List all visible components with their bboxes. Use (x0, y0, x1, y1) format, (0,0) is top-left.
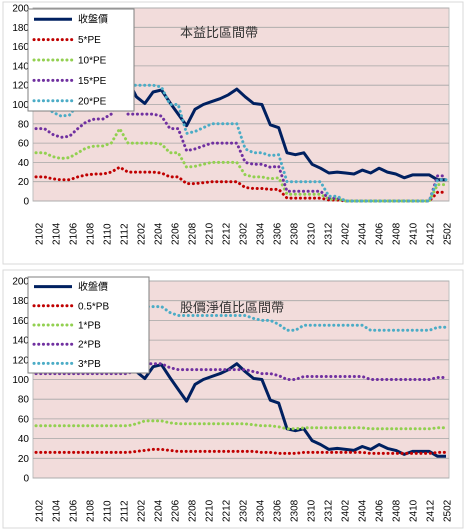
y-tick-label: 160 (12, 316, 29, 327)
y-tick-label: 200 (12, 277, 29, 288)
x-tick-label: 2106 (69, 222, 80, 245)
y-tick-label: 200 (12, 4, 29, 15)
legend-label: 收盤價 (78, 13, 108, 26)
x-tick-label: 2410 (409, 499, 420, 522)
x-tick-label: 2206 (171, 222, 182, 245)
chart-title: 股價淨值比區間帶 (180, 300, 284, 316)
x-tick-label: 2502 (443, 499, 454, 522)
x-tick-label: 2308 (290, 222, 301, 245)
x-tick-label: 2312 (324, 499, 335, 522)
legend-label: 0.5*PB (78, 301, 109, 312)
x-tick-label: 2306 (273, 499, 284, 522)
y-tick-label: 40 (18, 434, 30, 445)
x-tick-label: 2302 (239, 222, 250, 245)
y-tick-label: 100 (12, 100, 29, 111)
y-tick-label: 60 (18, 414, 30, 425)
x-tick-label: 2112 (120, 223, 131, 245)
chart-2: 0 20 40 60 80 100 120 140 160 180 200 2102 2104 2106 2… (2, 269, 464, 529)
x-tick-label: 2110 (103, 500, 114, 522)
series-line-2 (34, 127, 448, 203)
series-line-4 (34, 64, 448, 203)
series-line-1 (34, 165, 448, 203)
chart-title: 本益比區間帶 (180, 26, 258, 41)
legend: 收盤價 5*PE 10*PE 15*PE 20*PE (27, 8, 135, 112)
y-tick-label: 140 (12, 61, 29, 72)
series-line-3 (34, 93, 448, 203)
x-tick-label: 2404 (358, 499, 369, 522)
y-tick-label: 80 (18, 119, 30, 130)
x-tick-label: 2410 (409, 222, 420, 245)
y-tick-label: 120 (12, 81, 29, 92)
legend-label: 20*PE (78, 96, 107, 107)
x-tick-label: 2310 (307, 499, 318, 522)
x-tick-label: 2312 (324, 222, 335, 245)
y-tick-label: 40 (18, 158, 30, 169)
x-tick-label: 2210 (205, 499, 216, 522)
y-tick-label: 20 (18, 454, 30, 465)
x-tick-label: 2310 (307, 222, 318, 245)
x-tick-label: 2402 (341, 499, 352, 522)
x-tick-label: 2304 (256, 222, 267, 245)
y-tick-label: 180 (12, 23, 29, 34)
x-tick-label: 2108 (86, 222, 97, 245)
x-tick-label: 2412 (426, 499, 437, 522)
x-tick-label: 2102 (35, 222, 46, 245)
x-tick-label: 2112 (120, 500, 131, 522)
y-tick-label: 140 (12, 336, 29, 347)
legend-label: 收盤價 (78, 280, 108, 293)
x-tick-label: 2208 (188, 499, 199, 522)
x-tick-label: 2104 (52, 499, 63, 522)
x-tick-label: 2208 (188, 222, 199, 245)
x-tick-label: 2408 (392, 222, 403, 245)
legend-label: 2*PB (78, 340, 101, 351)
x-tick-label: 2108 (86, 499, 97, 522)
series-line-1 (34, 447, 448, 455)
y-tick-label: 180 (12, 296, 29, 307)
x-tick-label: 2404 (358, 222, 369, 245)
y-tick-label: 0 (23, 197, 29, 208)
legend-label: 5*PE (78, 35, 101, 46)
x-tick-label: 2308 (290, 499, 301, 522)
x-tick-label: 2306 (273, 222, 284, 245)
x-tick-label: 2304 (256, 499, 267, 522)
x-tick-label: 2402 (341, 222, 352, 245)
x-tick-label: 2204 (154, 222, 165, 245)
legend-box (27, 8, 135, 112)
x-tick-label: 2110 (103, 223, 114, 245)
x-tick-label: 2202 (137, 499, 148, 522)
x-tick-label: 2202 (137, 222, 148, 245)
x-tick-label: 2210 (205, 222, 216, 245)
x-tick-label: 2408 (392, 499, 403, 522)
x-tick-label: 2406 (375, 499, 386, 522)
series-line-2 (34, 419, 448, 431)
x-tick-label: 2212 (222, 499, 233, 522)
legend-label: 15*PE (78, 76, 107, 87)
y-tick-label: 120 (12, 355, 29, 366)
x-tick-label: 2102 (35, 499, 46, 522)
y-tick-label: 100 (12, 375, 29, 386)
x-tick-label: 2206 (171, 499, 182, 522)
series-line-4 (34, 305, 448, 332)
x-tick-label: 2212 (222, 222, 233, 245)
legend-label: 1*PB (78, 321, 101, 332)
y-tick-label: 0 (23, 474, 29, 485)
y-tick-label: 60 (18, 139, 30, 150)
legend-label: 3*PB (78, 359, 101, 370)
x-tick-label: 2104 (52, 222, 63, 245)
x-tick-label: 2502 (443, 222, 454, 245)
y-tick-label: 80 (18, 395, 30, 406)
x-tick-label: 2204 (154, 499, 165, 522)
y-tick-label: 20 (18, 177, 30, 188)
series-line-3 (34, 362, 448, 381)
chart-1: 0 20 40 60 80 100 120 140 160 180 200 2102 2104 2106 2… (2, 1, 464, 265)
x-tick-label: 2406 (375, 222, 386, 245)
legend: 收盤價 0.5*PB 1*PB 2*PB 3*PB (27, 276, 150, 374)
x-tick-label: 2302 (239, 499, 250, 522)
legend-label: 10*PE (78, 56, 107, 67)
x-tick-label: 2412 (426, 222, 437, 245)
x-tick-label: 2106 (69, 499, 80, 522)
y-tick-label: 160 (12, 42, 29, 53)
